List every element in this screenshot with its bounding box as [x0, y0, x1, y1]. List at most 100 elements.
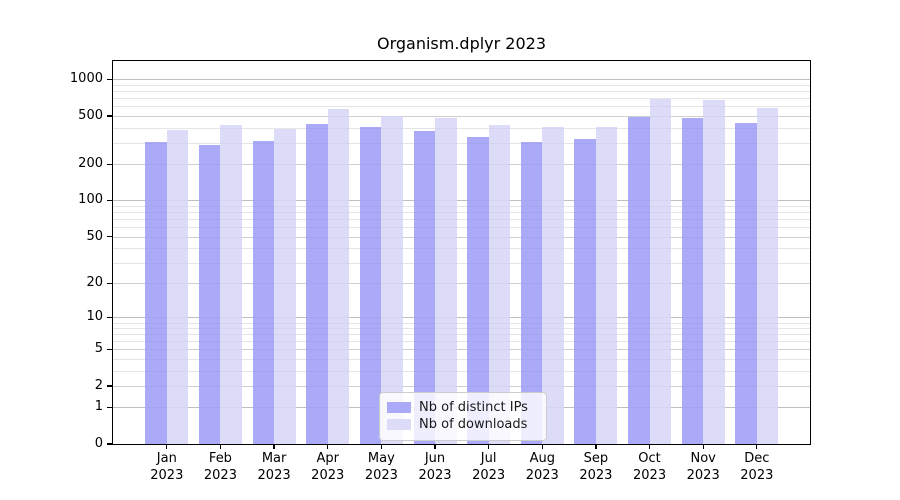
y-tick-mark: [106, 282, 113, 285]
x-tick-year: 2023: [257, 467, 291, 483]
y-tick-label: 100: [78, 192, 103, 208]
x-tick-mark: [434, 444, 436, 449]
gridline-overlay: [113, 341, 810, 343]
x-tick-mark: [327, 444, 329, 449]
legend: Nb of distinct IPs Nb of downloads: [379, 392, 547, 441]
gridline-minor: [113, 322, 810, 324]
x-tick-month: Sep: [583, 451, 609, 466]
x-tick-month: Jan: [156, 451, 177, 466]
x-tick-label-mar: Mar 2023: [232, 451, 316, 484]
legend-item-distinct-ips: Nb of distinct IPs: [387, 400, 537, 415]
y-tick-label: 5: [94, 341, 103, 357]
legend-swatch-downloads: [387, 419, 411, 430]
plot-area: [112, 60, 811, 445]
gridline-overlay: [113, 248, 810, 250]
gridline-overlay: [113, 142, 810, 144]
gridline-overlay: [113, 91, 810, 93]
x-tick-year: 2023: [203, 467, 237, 483]
x-tick-year: 2023: [364, 467, 398, 483]
gridline-major: [113, 386, 810, 388]
x-tick-mark: [166, 444, 168, 449]
bar-apr-downloads: [327, 108, 350, 444]
y-tick-label: 20: [86, 275, 103, 291]
gridline-major: [113, 283, 810, 285]
gridline-minor: [113, 205, 810, 207]
gridline-overlay: [113, 236, 810, 238]
bar-jun-downloads: [435, 118, 457, 444]
x-tick-mark: [487, 444, 490, 449]
gridline-major: [113, 79, 810, 81]
gridline-overlay: [113, 359, 810, 361]
y-tick-label: 2: [94, 378, 103, 394]
y-tick-mark: [106, 235, 113, 238]
gridline-minor: [113, 106, 810, 108]
x-tick-label-jul: Jul 2023: [447, 451, 531, 484]
y-tick-label: 200: [78, 156, 103, 172]
gridline-minor: [113, 370, 810, 372]
x-tick-year: 2023: [740, 467, 774, 483]
bar-dec-downloads: [756, 108, 779, 444]
gridline-major: [113, 164, 810, 166]
x-tick-month: Oct: [638, 451, 661, 466]
gridline-overlay: [113, 219, 810, 221]
gridline-major: [113, 236, 810, 238]
bar-may-downloads: [381, 115, 403, 444]
gridline-overlay: [113, 328, 810, 330]
legend-item-downloads: Nb of downloads: [387, 417, 537, 432]
gridline-overlay: [113, 322, 810, 324]
bar-jul-distinct-ips: [467, 137, 489, 444]
gridline-minor: [113, 262, 810, 264]
y-tick-mark: [106, 78, 113, 81]
gridline-overlay: [113, 283, 810, 285]
x-tick-label-nov: Nov 2023: [661, 451, 745, 484]
bar-nov-distinct-ips: [681, 118, 704, 444]
gridline-overlay: [113, 227, 810, 229]
y-tick-mark: [106, 115, 113, 117]
gridline-overlay: [113, 200, 810, 202]
bar-feb-downloads: [220, 124, 242, 444]
x-tick-year: 2023: [311, 467, 345, 483]
gridline-minor: [113, 127, 810, 129]
bar-sep-downloads: [595, 127, 618, 444]
x-tick-year: 2023: [418, 467, 452, 483]
gridline-overlay: [113, 106, 810, 108]
x-tick-label-jan: Jan 2023: [125, 451, 209, 484]
x-tick-mark: [541, 444, 543, 449]
gridline-overlay: [113, 115, 810, 117]
gridline-overlay: [113, 127, 810, 129]
gridline-overlay: [113, 349, 810, 351]
gridline-overlay: [113, 370, 810, 372]
y-tick-mark: [106, 385, 113, 387]
gridline-major: [113, 317, 810, 319]
y-tick-mark: [106, 443, 113, 445]
gridline-minor: [113, 142, 810, 144]
y-tick-label: 50: [86, 228, 103, 244]
x-tick-label-oct: Oct 2023: [608, 451, 692, 484]
gridline-overlay: [113, 85, 810, 86]
x-tick-label-apr: Apr 2023: [286, 451, 370, 484]
x-tick-label-aug: Aug 2023: [500, 451, 584, 484]
y-tick-mark: [106, 348, 113, 351]
bar-may-distinct-ips: [359, 127, 382, 444]
bar-jan-downloads: [166, 129, 189, 444]
bar-feb-distinct-ips: [198, 145, 221, 444]
bar-jan-distinct-ips: [145, 141, 167, 444]
gridline-minor: [113, 334, 810, 336]
x-tick-month: Mar: [261, 451, 287, 466]
x-tick-month: Aug: [529, 451, 555, 466]
gridline-overlay: [113, 164, 810, 166]
chart-title: Organism.dplyr 2023: [376, 34, 547, 53]
bar-apr-distinct-ips: [306, 123, 328, 444]
gridline-minor: [113, 248, 810, 250]
y-tick-label: 500: [78, 107, 103, 123]
x-tick-mark: [380, 444, 382, 449]
y-tick-mark: [106, 163, 113, 165]
bar-aug-downloads: [542, 127, 564, 444]
x-tick-year: 2023: [579, 467, 613, 483]
x-tick-month: Jul: [480, 451, 497, 466]
x-tick-month: Apr: [316, 451, 339, 466]
x-tick-month: May: [367, 451, 395, 466]
bar-oct-distinct-ips: [628, 117, 650, 444]
gridline-minor: [113, 98, 810, 100]
